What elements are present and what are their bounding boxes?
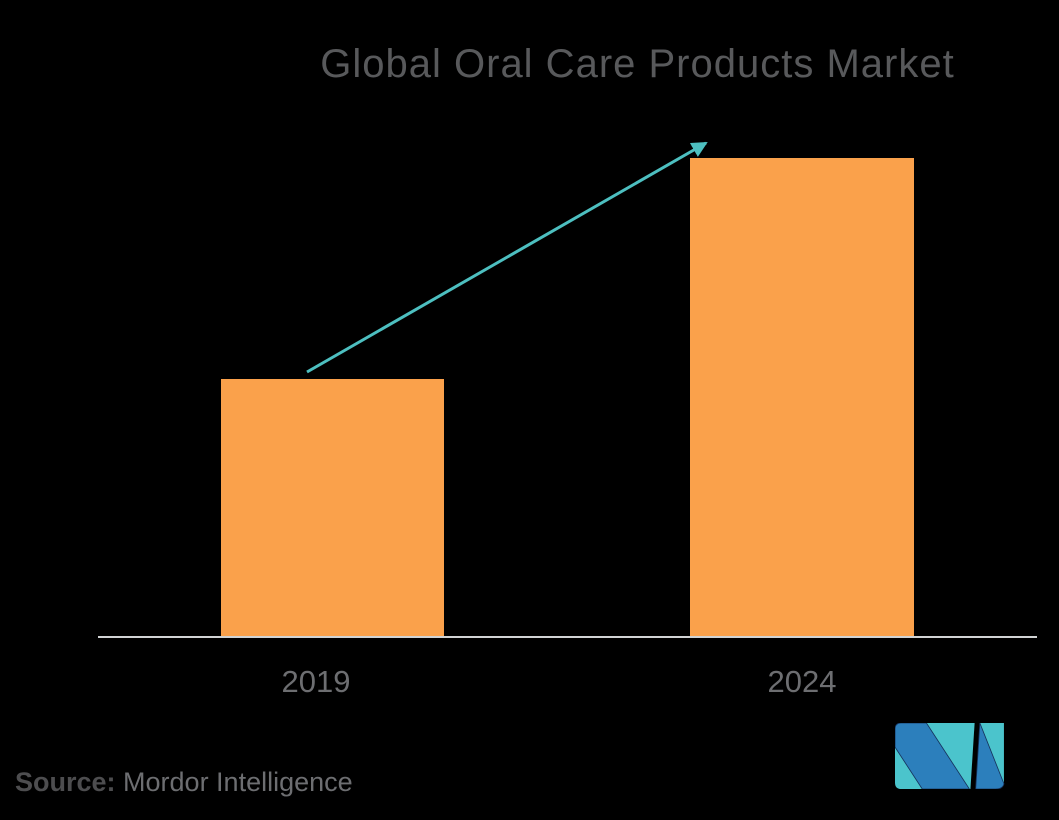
bar-2024 [690, 158, 914, 636]
logo-i-shape [975, 723, 1005, 789]
logo-m-shape [895, 723, 975, 789]
source-note: Source: Mordor Intelligence [15, 767, 353, 798]
bar-2019 [221, 379, 444, 636]
source-text: Mordor Intelligence [115, 767, 353, 797]
source-label: Source: [15, 767, 116, 797]
x-tick-2019: 2019 [281, 664, 351, 699]
mordor-intelligence-logo [895, 723, 1005, 789]
chart-title: Global Oral Care Products Market [320, 42, 955, 86]
x-axis-line [98, 636, 1037, 638]
x-tick-2024: 2024 [767, 664, 837, 699]
